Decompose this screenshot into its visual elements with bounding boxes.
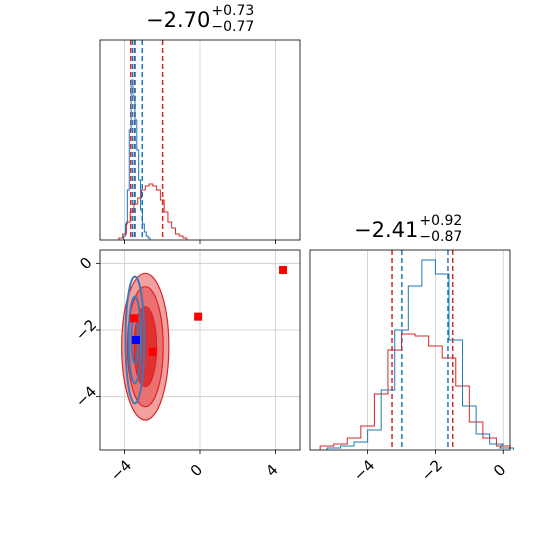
panel-2-xtick-label: −4 — [107, 456, 135, 484]
panel-2-title: −2.41 +0.92 −0.87 — [354, 213, 462, 245]
panel-1-hist-red-series — [118, 183, 188, 240]
panel-2-ytick-label: −2 — [72, 316, 100, 344]
panel-1-frame — [99, 39, 301, 241]
red-marker — [148, 347, 157, 356]
panel-3-hist-red-series — [319, 333, 511, 450]
panel-1-hist-blue-series — [123, 79, 151, 240]
blue-contour-level — [124, 275, 146, 405]
panel-2-frame — [99, 249, 301, 451]
panel-1-title-plus: +0.73 — [211, 3, 255, 19]
panel-2-ytick-label: 0 — [76, 254, 95, 273]
blue-marker — [131, 336, 140, 344]
panel-3-xtick-label: −4 — [350, 456, 378, 484]
panel-1-title: −2.70 +0.73 −0.77 — [146, 3, 254, 35]
panel-2-ytick-label: −4 — [72, 382, 100, 410]
panel-1-title-minus: −0.77 — [211, 19, 255, 35]
panel-2-title-plus: +0.92 — [419, 213, 463, 229]
panel-2-title-minus: −0.87 — [419, 229, 463, 245]
panel-2-xtick-label: 0 — [187, 461, 206, 480]
panel-2-contour-group — [121, 266, 288, 421]
panel-3-frame — [309, 249, 511, 451]
panel-1-title-value: −2.70 — [146, 8, 211, 32]
panel-2-title-value: −2.41 — [354, 218, 419, 242]
red-marker — [129, 314, 138, 323]
panel-3-xtick-label: 0 — [490, 461, 509, 480]
panel-3-xtick-label: −2 — [418, 456, 446, 484]
panel-1-series-group — [130, 40, 164, 240]
blue-contour-level — [127, 295, 143, 385]
panel-2-xtick-label: 4 — [262, 461, 281, 480]
red-marker — [194, 312, 203, 321]
red-marker — [279, 266, 288, 274]
panel-3-hist-blue-series — [326, 259, 514, 450]
